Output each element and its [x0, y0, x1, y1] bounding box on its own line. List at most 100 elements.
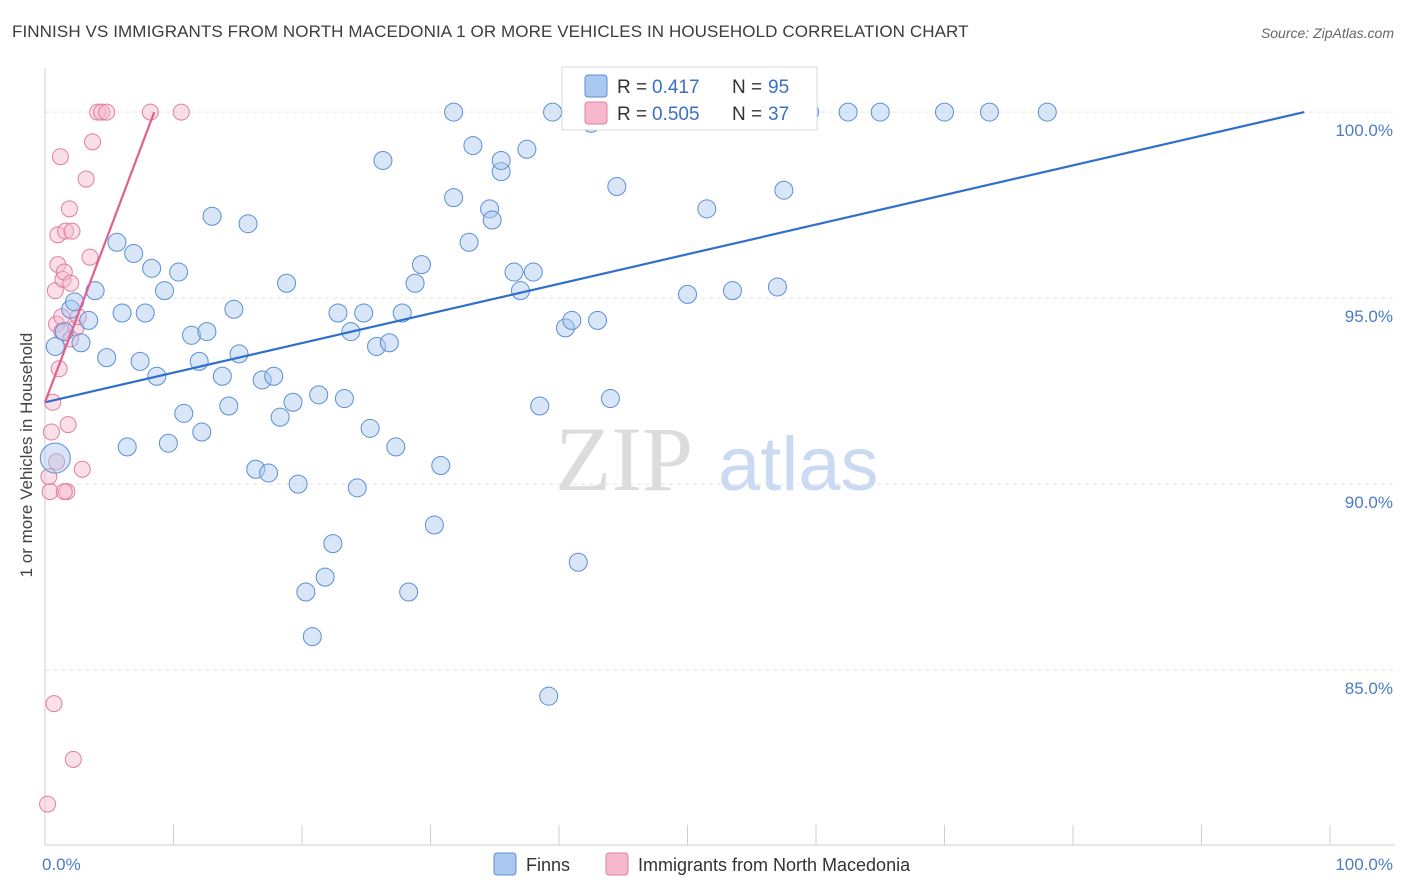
- legend-finns-n-value: 95: [768, 77, 789, 98]
- y-tick-label: 85.0%: [1345, 679, 1393, 698]
- finns-point: [774, 180, 794, 200]
- finns-point: [283, 392, 303, 412]
- mac-point: [44, 393, 62, 411]
- finns-point: [480, 199, 500, 219]
- x-tick-labels: 0.0% 100.0%: [42, 855, 1393, 874]
- finns-point: [412, 255, 432, 275]
- finns-point: [386, 437, 406, 457]
- finns-point: [392, 303, 412, 323]
- chart-title: FINNISH VS IMMIGRANTS FROM NORTH MACEDON…: [12, 22, 969, 41]
- finns-point: [491, 162, 511, 182]
- finns-point: [399, 582, 419, 602]
- mac-point: [73, 460, 91, 478]
- finns-point: [523, 262, 543, 282]
- finns-point: [568, 552, 588, 572]
- watermark: ZIP atlas: [555, 408, 879, 510]
- finns-point: [431, 456, 451, 476]
- finns-point: [135, 303, 155, 323]
- mac-point: [81, 248, 99, 266]
- finns-point: [367, 336, 387, 356]
- legend-swatch-finns: [584, 74, 608, 98]
- finns-point: [117, 437, 137, 457]
- finns-point: [838, 102, 858, 122]
- finns-point: [229, 344, 249, 364]
- finns-point: [678, 284, 697, 304]
- x-tick-label: 100.0%: [1335, 855, 1393, 874]
- finns-point: [197, 322, 217, 342]
- finns-point: [246, 459, 266, 479]
- finns-point: [212, 366, 232, 386]
- legend-mac-r-label: R =: [617, 104, 647, 125]
- x-tick-label: 0.0%: [42, 855, 81, 874]
- legend-finns-n-label: N =: [732, 77, 762, 98]
- finns-point: [302, 627, 322, 647]
- chart-source: Source: ZipAtlas.com: [1260, 25, 1394, 41]
- finns-point: [181, 325, 201, 345]
- trend-lines: [43, 111, 1305, 404]
- finns-point: [722, 281, 742, 301]
- finns-point: [562, 310, 582, 330]
- mac-point: [55, 483, 73, 501]
- y-tick-label: 90.0%: [1345, 493, 1393, 512]
- y-tick-labels: 85.0% 90.0% 95.0% 100.0%: [1335, 121, 1393, 698]
- mac-point: [39, 795, 57, 813]
- bottom-legend-swatch-finns: [493, 852, 517, 876]
- finns-point: [264, 366, 284, 386]
- finns-point: [79, 310, 99, 330]
- finns-point: [979, 102, 999, 122]
- finns-point: [504, 262, 524, 282]
- finns-point: [424, 515, 444, 535]
- finns-point: [45, 336, 65, 356]
- finns-point: [97, 348, 117, 368]
- finns-point: [219, 396, 239, 416]
- finns-point: [224, 299, 244, 319]
- finns-point: [309, 385, 329, 405]
- bottom-legend-finns: Finns: [526, 855, 570, 875]
- mac-point: [89, 103, 107, 121]
- finns-point: [379, 333, 399, 353]
- mac-point: [141, 103, 159, 121]
- finns-point: [142, 258, 162, 278]
- finns-point: [935, 102, 954, 122]
- finns-point: [697, 199, 717, 219]
- finns-point: [870, 102, 890, 122]
- watermark-atlas: atlas: [718, 422, 879, 507]
- finns-point: [270, 407, 290, 427]
- finns-point: [107, 232, 127, 252]
- finns-point: [530, 396, 550, 416]
- finns-point: [463, 136, 483, 156]
- finns-point: [169, 262, 189, 282]
- finns-point: [334, 389, 354, 409]
- mac-point: [51, 148, 69, 166]
- finns-point: [112, 303, 132, 323]
- mac-point: [62, 274, 80, 292]
- finns-point: [539, 686, 559, 706]
- finns-point: [252, 370, 272, 390]
- finns-point: [288, 474, 308, 494]
- series-finns: [39, 102, 1057, 706]
- stats-legend: R = 0.417 N = 95 R = 0.505 N = 37: [561, 66, 818, 131]
- grid-lines: [45, 111, 1395, 671]
- legend-mac-r-value: 0.505: [652, 104, 700, 125]
- mac-point: [57, 222, 75, 240]
- series-legend: Finns Immigrants from North Macedonia: [493, 852, 911, 876]
- finns-point: [607, 176, 627, 196]
- finns-point: [517, 139, 537, 159]
- mac-point: [172, 103, 190, 121]
- mac-point: [64, 750, 82, 768]
- mac-point: [59, 416, 77, 434]
- finns-trend-line: [44, 111, 1305, 404]
- finns-point: [124, 243, 144, 263]
- finns-point: [347, 478, 367, 498]
- y-tick-label: 95.0%: [1345, 307, 1393, 326]
- finns-point: [491, 150, 511, 170]
- y-axis-label: 1 or more Vehicles in Household: [17, 333, 36, 578]
- finns-point: [238, 214, 258, 234]
- mac-point: [49, 226, 67, 244]
- legend-mac-n-value: 37: [768, 104, 789, 125]
- finns-point: [315, 567, 335, 587]
- axes: [44, 68, 1395, 846]
- finns-point: [373, 150, 393, 170]
- mac-point: [93, 103, 111, 121]
- finns-point: [158, 433, 178, 453]
